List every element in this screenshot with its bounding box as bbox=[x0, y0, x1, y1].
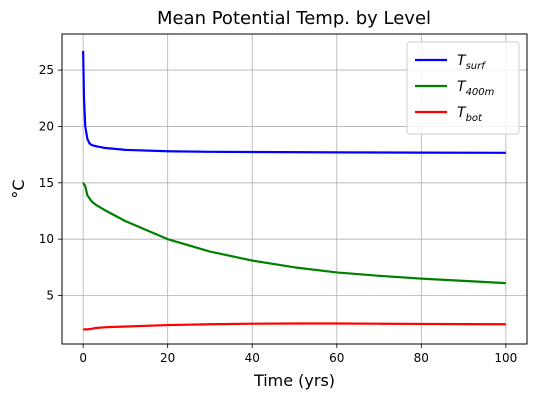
x-axis-label: Time (yrs) bbox=[253, 371, 335, 390]
x-tick-label: 0 bbox=[79, 351, 87, 365]
x-tick-label: 20 bbox=[160, 351, 175, 365]
y-tick-label: 15 bbox=[39, 176, 54, 190]
x-tick-label: 80 bbox=[414, 351, 429, 365]
x-axis-ticks: 0 20 40 60 80 100 bbox=[79, 344, 517, 365]
legend-entry: T400m bbox=[457, 79, 495, 98]
series-line-surf bbox=[82, 50, 506, 154]
plot-frame bbox=[61, 33, 528, 345]
series-line-bot bbox=[83, 322, 506, 331]
y-tick-label: 20 bbox=[39, 119, 54, 133]
x-tick-label: 100 bbox=[494, 351, 517, 365]
x-tick-label: 40 bbox=[245, 351, 260, 365]
legend-entry: Tbot bbox=[457, 105, 483, 124]
legend-entry: Tsurf bbox=[457, 53, 486, 72]
y-tick-label: 10 bbox=[39, 232, 54, 246]
y-axis-label: °C bbox=[9, 179, 28, 198]
series-layer bbox=[82, 50, 506, 331]
y-axis-ticks: 5 10 15 20 25 bbox=[39, 63, 62, 303]
series-line-400m bbox=[82, 182, 506, 285]
legend: Tsurf T400m Tbot bbox=[406, 41, 520, 135]
y-tick-label: 25 bbox=[39, 63, 54, 77]
chart-title: Mean Potential Temp. by Level bbox=[157, 8, 431, 29]
x-tick-label: 60 bbox=[329, 351, 344, 365]
y-tick-label: 5 bbox=[46, 289, 54, 303]
